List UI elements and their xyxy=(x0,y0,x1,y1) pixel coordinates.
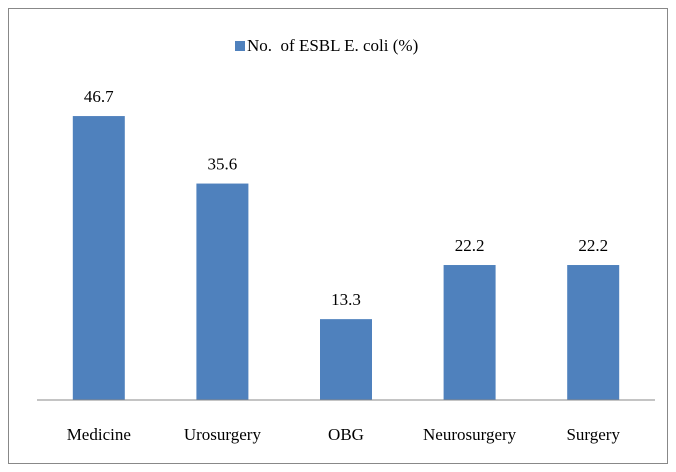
x-tick-label: Neurosurgery xyxy=(423,425,517,444)
legend-swatch xyxy=(235,41,245,51)
data-label: 13.3 xyxy=(331,290,361,309)
x-tick-label: Medicine xyxy=(67,425,131,444)
bar xyxy=(443,265,496,400)
x-tick-label: OBG xyxy=(328,425,364,444)
bar xyxy=(72,116,125,401)
legend-label: No. of ESBL E. coli (%) xyxy=(247,36,418,55)
x-tick-label: Urosurgery xyxy=(184,425,262,444)
bar xyxy=(320,319,372,400)
bar xyxy=(196,183,249,400)
x-tick-label: Surgery xyxy=(566,425,620,444)
data-label: 22.2 xyxy=(455,236,485,255)
data-label: 46.7 xyxy=(84,87,114,106)
bar xyxy=(567,265,620,400)
data-label: 35.6 xyxy=(208,154,238,173)
data-label: 22.2 xyxy=(578,236,608,255)
